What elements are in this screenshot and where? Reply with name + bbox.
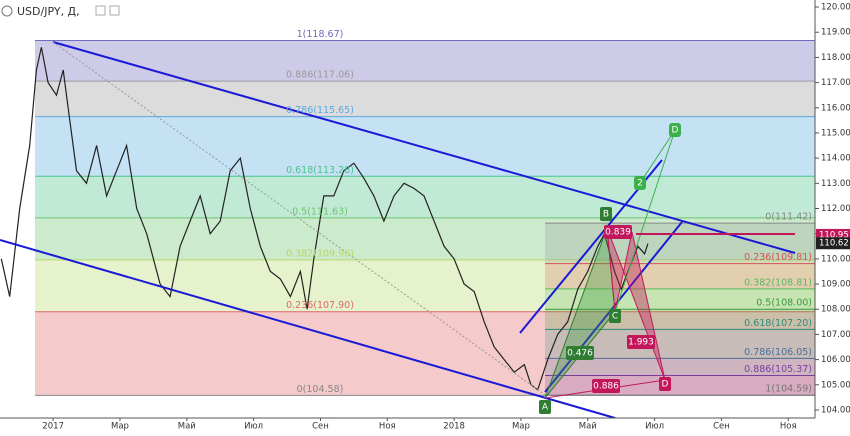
fib-label: 0.618(113.28) [286,165,354,176]
y-tick-label: 104.00 [821,405,850,415]
y-tick-label: 109.00 [821,280,850,290]
projection-tag-bg [634,176,646,190]
fib-band [35,40,815,82]
y-tick-label: 105.00 [821,380,850,390]
fib-label: 1(118.67) [297,29,344,40]
fib-trend [52,41,546,396]
fib-band [545,223,815,264]
price-tag-bg [816,237,850,250]
icon[interactable] [1,5,13,17]
fib-label: 0.236(109.81) [744,252,812,263]
pattern-tag: 1.993 [628,338,654,348]
fib-band [35,81,815,117]
fib-label: 0.382(108.81) [744,277,812,288]
icon[interactable] [109,5,120,16]
x-tick-label: Июл [645,422,664,432]
y-tick-label: 106.00 [821,355,850,365]
fib-label: 0.886(117.06) [286,70,354,81]
fib-label: 0.786(115.65) [286,105,354,116]
fib-label: 0.886(105.37) [744,364,812,375]
channel-line [544,221,683,393]
x-tick-label: Мар [111,422,129,432]
pattern-tag-bg [566,346,594,360]
x-tick-label: Май [178,422,196,432]
x-tick-label: Мар [512,422,530,432]
x-tick-label: 2017 [42,422,64,432]
fib-band [35,116,815,177]
price-layer [0,47,649,391]
pattern-tag-bg [659,377,671,391]
y-axis-bg [815,0,850,432]
fib-label: 0.5(108.00) [756,298,812,309]
fib-label: 0.618(107.20) [744,318,812,329]
axes: 104.00 105.00 106.00 107.00 108.00 109.00 110.… [42,3,850,432]
fib-band [35,259,815,312]
y-tick-label: 114.00 [821,154,850,164]
y-tick-label: 120.00 [821,3,850,13]
fib-label: 0.786(106.05) [744,347,812,358]
y-tick-label: 117.00 [821,78,850,88]
pattern-tag: B [603,210,609,220]
price-line [0,47,649,391]
fib-label: 0(111.42) [765,212,812,223]
y-tick-label: 116.00 [821,103,850,113]
y-tick-label: 107.00 [821,330,850,340]
fib-band [35,217,815,260]
labels: 1(118.67) 0.886(117.06) 0.786(115.65) 0.618… [286,29,812,414]
pattern-tag: 0.839 [605,228,631,238]
y-tick-label: 119.00 [821,28,850,38]
x-tick-label: Сен [312,422,329,432]
fib-label: 1(104.59) [765,384,812,395]
price-tag: 110.95 [819,230,849,240]
pattern-tag: D [662,380,669,390]
fib-band [35,311,815,396]
fib-label: 0.382(109.96) [286,248,354,259]
x-tick-label: Июл [244,422,263,432]
pattern-tag-bg [539,400,551,414]
y-tick-label: 110.00 [821,254,850,264]
x-tick-label: Ноя [780,422,797,432]
icon[interactable] [95,5,106,16]
fib-band [545,263,815,289]
x-tick-label: Сен [713,422,730,432]
price-tag: 110.62 [819,239,849,249]
x-tick-label: 2018 [443,422,465,432]
y-tick-label: 115.00 [821,128,850,138]
pattern-tag: A [542,403,549,413]
y-tick-label: 113.00 [821,179,850,189]
pattern-tag: C [612,312,618,322]
pattern-tag-bg [609,309,621,323]
fib-label: 0.5(111.63) [292,206,348,217]
pattern-tag-bg [627,335,655,349]
y-tick-label: 112.00 [821,204,850,214]
projection-tag: 2 [637,179,643,189]
x-tick-label: Ноя [379,422,396,432]
trend-line [0,239,616,419]
trend-line [52,41,796,254]
pattern-tag-bg [604,225,632,239]
fib-layer [35,40,815,396]
y-tick-label: 118.00 [821,53,850,63]
y-tick-label: 108.00 [821,305,850,315]
pattern-tag-bg [600,207,612,221]
pattern-tag: 0.886 [593,382,619,392]
fib-label: 0(104.58) [297,384,344,395]
pattern-tag-bg [592,379,620,393]
pattern-tag: 0.476 [567,349,593,359]
fib-band [545,288,815,310]
x-axis-bg [0,418,850,432]
projection-tag: D [672,126,679,136]
fib-label: 0.236(107.90) [286,300,354,311]
chart-title: USD/JPY, Д, [17,5,80,18]
x-tick-label: Май [579,422,597,432]
projection-tag-bg [669,123,681,137]
fib-band [545,358,815,376]
